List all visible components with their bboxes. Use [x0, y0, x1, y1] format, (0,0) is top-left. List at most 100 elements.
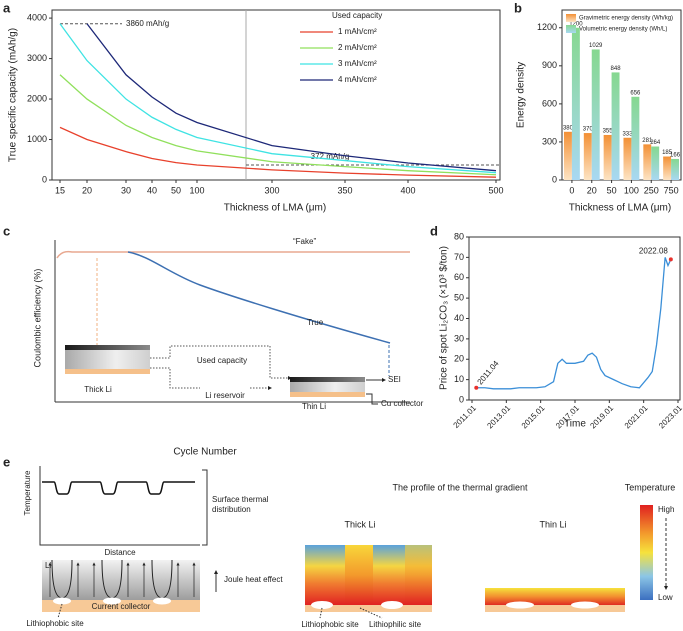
value-label: 656	[630, 90, 641, 96]
value-label: 380	[563, 125, 574, 131]
value-label: 333	[622, 131, 633, 137]
annotation: Used capacity	[197, 356, 247, 365]
axis-line	[39, 466, 200, 546]
lithiophobic-site	[571, 601, 599, 609]
bracket	[202, 469, 208, 546]
x-tick-label: 250	[644, 185, 659, 195]
annotation-label: 2022.08	[639, 247, 668, 256]
panel-letter: d	[430, 223, 438, 238]
color-scale	[640, 505, 653, 600]
reference-label: 3860 mAh/g	[126, 19, 169, 28]
x-axis-label: Thickness of LMA (μm)	[224, 203, 326, 214]
value-label: 166	[670, 153, 681, 159]
current-collector	[305, 605, 432, 612]
x-axis-label: Time	[564, 419, 586, 430]
x-tick-label: 100	[624, 185, 639, 195]
diagram-title: The profile of the thermal gradient	[392, 482, 528, 492]
x-tick-label: 0	[569, 185, 574, 195]
bar	[643, 144, 652, 180]
bar	[603, 134, 612, 180]
y-axis-label: Energy density	[516, 62, 527, 128]
heat-arrows	[48, 562, 196, 597]
panel-letter: e	[3, 454, 10, 469]
y-tick-label: 3000	[27, 53, 47, 63]
annotation: distribution	[212, 505, 251, 514]
value-label: 264	[650, 140, 661, 146]
true-curve	[127, 251, 391, 344]
lithiophobic-site	[311, 601, 333, 609]
annotation: Li	[45, 561, 51, 570]
x-tick-label: 2019.01	[588, 403, 615, 430]
y-axis-label: Price of spot Li₂CO₃ (×10³ $/ton)	[439, 246, 450, 390]
y-tick-label: 40	[454, 313, 464, 323]
lithiophobic-site	[153, 597, 171, 605]
value-label: 185	[662, 150, 673, 156]
legend-swatch	[566, 14, 576, 22]
legend-label: Gravimetric energy density (Wh/kg)	[579, 16, 673, 22]
bar	[671, 158, 680, 180]
annotation: SEI	[388, 375, 401, 384]
plot-frame	[561, 9, 682, 181]
x-tick-label: 2021.01	[623, 403, 650, 430]
y-tick-label: 300	[542, 136, 557, 146]
x-axis-label: Distance	[104, 548, 136, 557]
y-tick-label: 0	[552, 174, 557, 184]
reference-label: 372 mAh/g	[311, 152, 350, 161]
curve-label: True	[307, 318, 324, 327]
pointer	[366, 393, 378, 405]
current-collector	[485, 605, 625, 612]
scale-label: High	[658, 505, 674, 514]
y-tick-label: 50	[454, 293, 464, 303]
y-tick-label: 2000	[27, 93, 47, 103]
annotation-marker	[668, 257, 673, 262]
legend-title: Used capacity	[332, 11, 382, 20]
y-tick-label: 1200	[537, 22, 557, 32]
x-tick-label: 50	[607, 185, 617, 195]
annotation: Lithiophobic site	[26, 619, 84, 628]
annotation: Joule heat effect	[224, 575, 283, 584]
pointer	[359, 607, 383, 619]
x-tick-label: 2023.01	[657, 403, 683, 430]
y-tick-label: 600	[542, 98, 557, 108]
panel-letter: b	[514, 0, 522, 15]
x-tick-label: 100	[189, 185, 204, 195]
x-tick-label: 2015.01	[520, 403, 547, 430]
thin-li-heat	[485, 588, 625, 605]
x-axis-label: Cycle Number	[173, 447, 237, 458]
x-tick-label: 2011.01	[452, 403, 479, 430]
value-label: 1200	[569, 21, 583, 27]
temperature-curve	[42, 481, 195, 495]
scale-label: Low	[658, 593, 673, 602]
x-tick-label: 350	[337, 185, 352, 195]
block-label: Thick Li	[344, 519, 375, 529]
y-tick-label: 4000	[27, 12, 47, 22]
pointer	[57, 603, 63, 619]
sei-layer	[290, 377, 365, 382]
x-tick-label: 50	[171, 185, 181, 195]
plot-frame	[468, 236, 681, 401]
y-tick-label: 70	[454, 252, 464, 262]
x-tick-label: 2013.01	[485, 403, 512, 430]
annotation-label: 2011.04	[476, 359, 501, 387]
y-tick-label: 80	[454, 231, 464, 241]
value-label: 370	[583, 127, 594, 133]
data-line	[59, 23, 497, 174]
bar	[651, 146, 660, 180]
plot-frame	[51, 9, 501, 181]
y-tick-label: 10	[454, 374, 464, 384]
lithiophobic-site	[53, 597, 71, 605]
panel-letter: c	[3, 223, 10, 238]
value-label: 355	[603, 129, 614, 135]
data-line	[86, 23, 497, 172]
y-tick-label: 20	[454, 354, 464, 364]
block-label: Thin Li	[539, 519, 566, 529]
y-tick-label: 30	[454, 333, 464, 343]
block-label: Thin Li	[302, 402, 326, 411]
data-line	[59, 74, 497, 176]
x-tick-label: 20	[587, 185, 597, 195]
block-label: Thick Li	[84, 385, 112, 394]
connector	[150, 367, 200, 389]
annotation: Li reservoir	[205, 391, 245, 400]
lithiophobic-site	[103, 597, 121, 605]
